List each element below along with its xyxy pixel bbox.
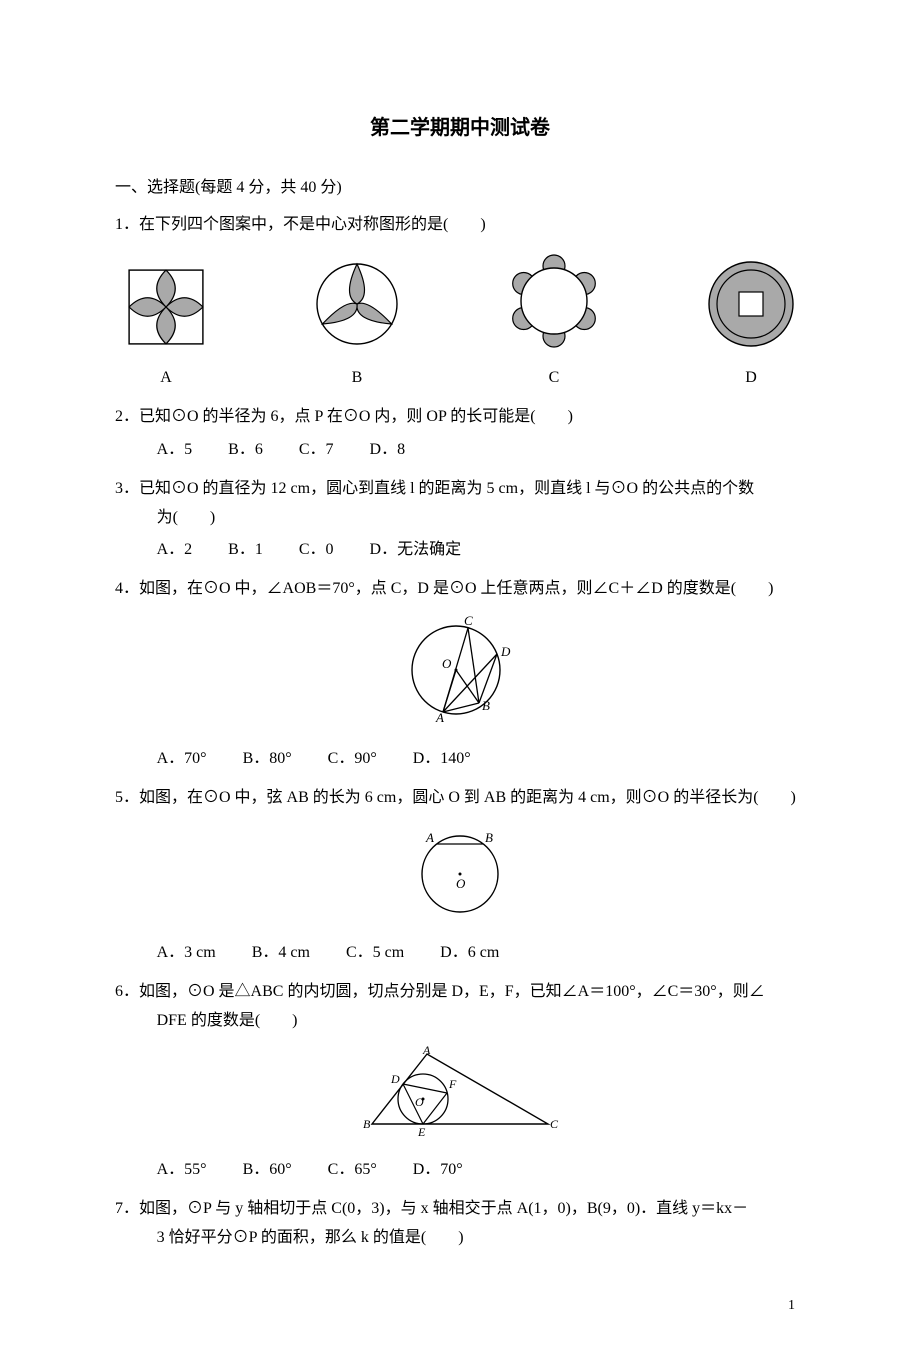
q4-options: A．70° B．80° C．90° D．140° — [115, 745, 805, 774]
q5-opt-d: D．6 cm — [440, 939, 499, 968]
svg-text:D: D — [390, 1072, 400, 1086]
q6-opt-d: D．70° — [413, 1156, 463, 1185]
q5-opt-b: B．4 cm — [252, 939, 310, 968]
q1-figure-c — [507, 254, 601, 348]
q2-opt-a: A．5 — [157, 436, 193, 465]
page-title: 第二学期期中测试卷 — [115, 110, 805, 146]
question-2: 2．已知⊙O 的半径为 6，点 P 在⊙O 内，则 OP 的长可能是( ) A．… — [115, 403, 805, 465]
q1-label-a: A — [125, 364, 207, 393]
svg-text:O: O — [442, 656, 452, 671]
q1-figures: A B C — [115, 254, 805, 394]
q4-figure: C D O A B — [400, 614, 520, 724]
q1-figure-a — [125, 266, 207, 348]
svg-text:A: A — [435, 710, 444, 724]
q1-figure-b — [313, 260, 401, 348]
question-1: 1．在下列四个图案中，不是中心对称图形的是( ) A B — [115, 211, 805, 393]
question-6: 6．如图，⊙O 是△ABC 的内切圆，切点分别是 D，E，F，已知∠A＝100°… — [115, 978, 805, 1185]
q5-text: 5．如图，在⊙O 中，弦 AB 的长为 6 cm，圆心 O 到 AB 的距离为 … — [115, 784, 805, 813]
q5-figure: A B O — [410, 822, 510, 918]
q2-options: A．5 B．6 C．7 D．8 — [115, 436, 805, 465]
q4-opt-b: B．80° — [243, 745, 292, 774]
question-4: 4．如图，在⊙O 中，∠AOB＝70°，点 C，D 是⊙O 上任意两点，则∠C＋… — [115, 575, 805, 773]
q1-text: 1．在下列四个图案中，不是中心对称图形的是( ) — [115, 211, 805, 240]
q1-label-d: D — [707, 364, 795, 393]
svg-text:B: B — [485, 830, 493, 845]
question-7: 7．如图，⊙P 与 y 轴相切于点 C(0，3)，与 x 轴相交于点 A(1，0… — [115, 1195, 805, 1253]
svg-text:O: O — [456, 876, 466, 891]
svg-text:A: A — [422, 1046, 431, 1057]
q5-opt-a: A．3 cm — [157, 939, 216, 968]
q6-figure: A B C D E F O — [360, 1046, 560, 1136]
q4-opt-d: D．140° — [413, 745, 471, 774]
q5-opt-c: C．5 cm — [346, 939, 404, 968]
q3-text: 3．已知⊙O 的直径为 12 cm，圆心到直线 l 的距离为 5 cm，则直线 … — [115, 475, 805, 504]
svg-text:A: A — [425, 830, 434, 845]
q6-opt-c: C．65° — [328, 1156, 377, 1185]
page-number: 1 — [115, 1293, 805, 1318]
q6-opt-a: A．55° — [157, 1156, 207, 1185]
q1-label-c: C — [507, 364, 601, 393]
question-5: 5．如图，在⊙O 中，弦 AB 的长为 6 cm，圆心 O 到 AB 的距离为 … — [115, 784, 805, 968]
question-3: 3．已知⊙O 的直径为 12 cm，圆心到直线 l 的距离为 5 cm，则直线 … — [115, 475, 805, 565]
q6-text: 6．如图，⊙O 是△ABC 的内切圆，切点分别是 D，E，F，已知∠A＝100°… — [115, 978, 805, 1007]
q1-figure-d — [707, 260, 795, 348]
svg-text:F: F — [448, 1077, 457, 1091]
q2-text: 2．已知⊙O 的半径为 6，点 P 在⊙O 内，则 OP 的长可能是( ) — [115, 403, 805, 432]
svg-text:D: D — [500, 644, 511, 659]
svg-text:C: C — [464, 614, 473, 628]
q4-text: 4．如图，在⊙O 中，∠AOB＝70°，点 C，D 是⊙O 上任意两点，则∠C＋… — [115, 575, 805, 604]
q6-cont: DFE 的度数是( ) — [115, 1007, 805, 1036]
q5-options: A．3 cm B．4 cm C．5 cm D．6 cm — [115, 939, 805, 968]
q7-cont: 3 恰好平分⊙P 的面积，那么 k 的值是( ) — [115, 1224, 805, 1253]
q2-opt-d: D．8 — [370, 436, 406, 465]
q2-opt-c: C．7 — [299, 436, 334, 465]
q4-opt-a: A．70° — [157, 745, 207, 774]
q3-opt-c: C．0 — [299, 536, 334, 565]
q6-options: A．55° B．60° C．65° D．70° — [115, 1156, 805, 1185]
q3-cont: 为( ) — [115, 504, 805, 533]
q3-opt-b: B．1 — [228, 536, 263, 565]
svg-text:C: C — [550, 1117, 559, 1131]
section-header: 一、选择题(每题 4 分，共 40 分) — [115, 174, 805, 203]
q3-options: A．2 B．1 C．0 D．无法确定 — [115, 536, 805, 565]
svg-text:O: O — [415, 1095, 424, 1109]
q3-opt-d: D．无法确定 — [370, 536, 462, 565]
svg-text:E: E — [417, 1125, 426, 1136]
q4-opt-c: C．90° — [328, 745, 377, 774]
q3-opt-a: A．2 — [157, 536, 193, 565]
q1-label-b: B — [313, 364, 401, 393]
q7-text: 7．如图，⊙P 与 y 轴相切于点 C(0，3)，与 x 轴相交于点 A(1，0… — [115, 1195, 805, 1224]
svg-text:B: B — [482, 698, 490, 713]
svg-text:B: B — [363, 1117, 371, 1131]
q2-opt-b: B．6 — [228, 436, 263, 465]
q6-opt-b: B．60° — [243, 1156, 292, 1185]
